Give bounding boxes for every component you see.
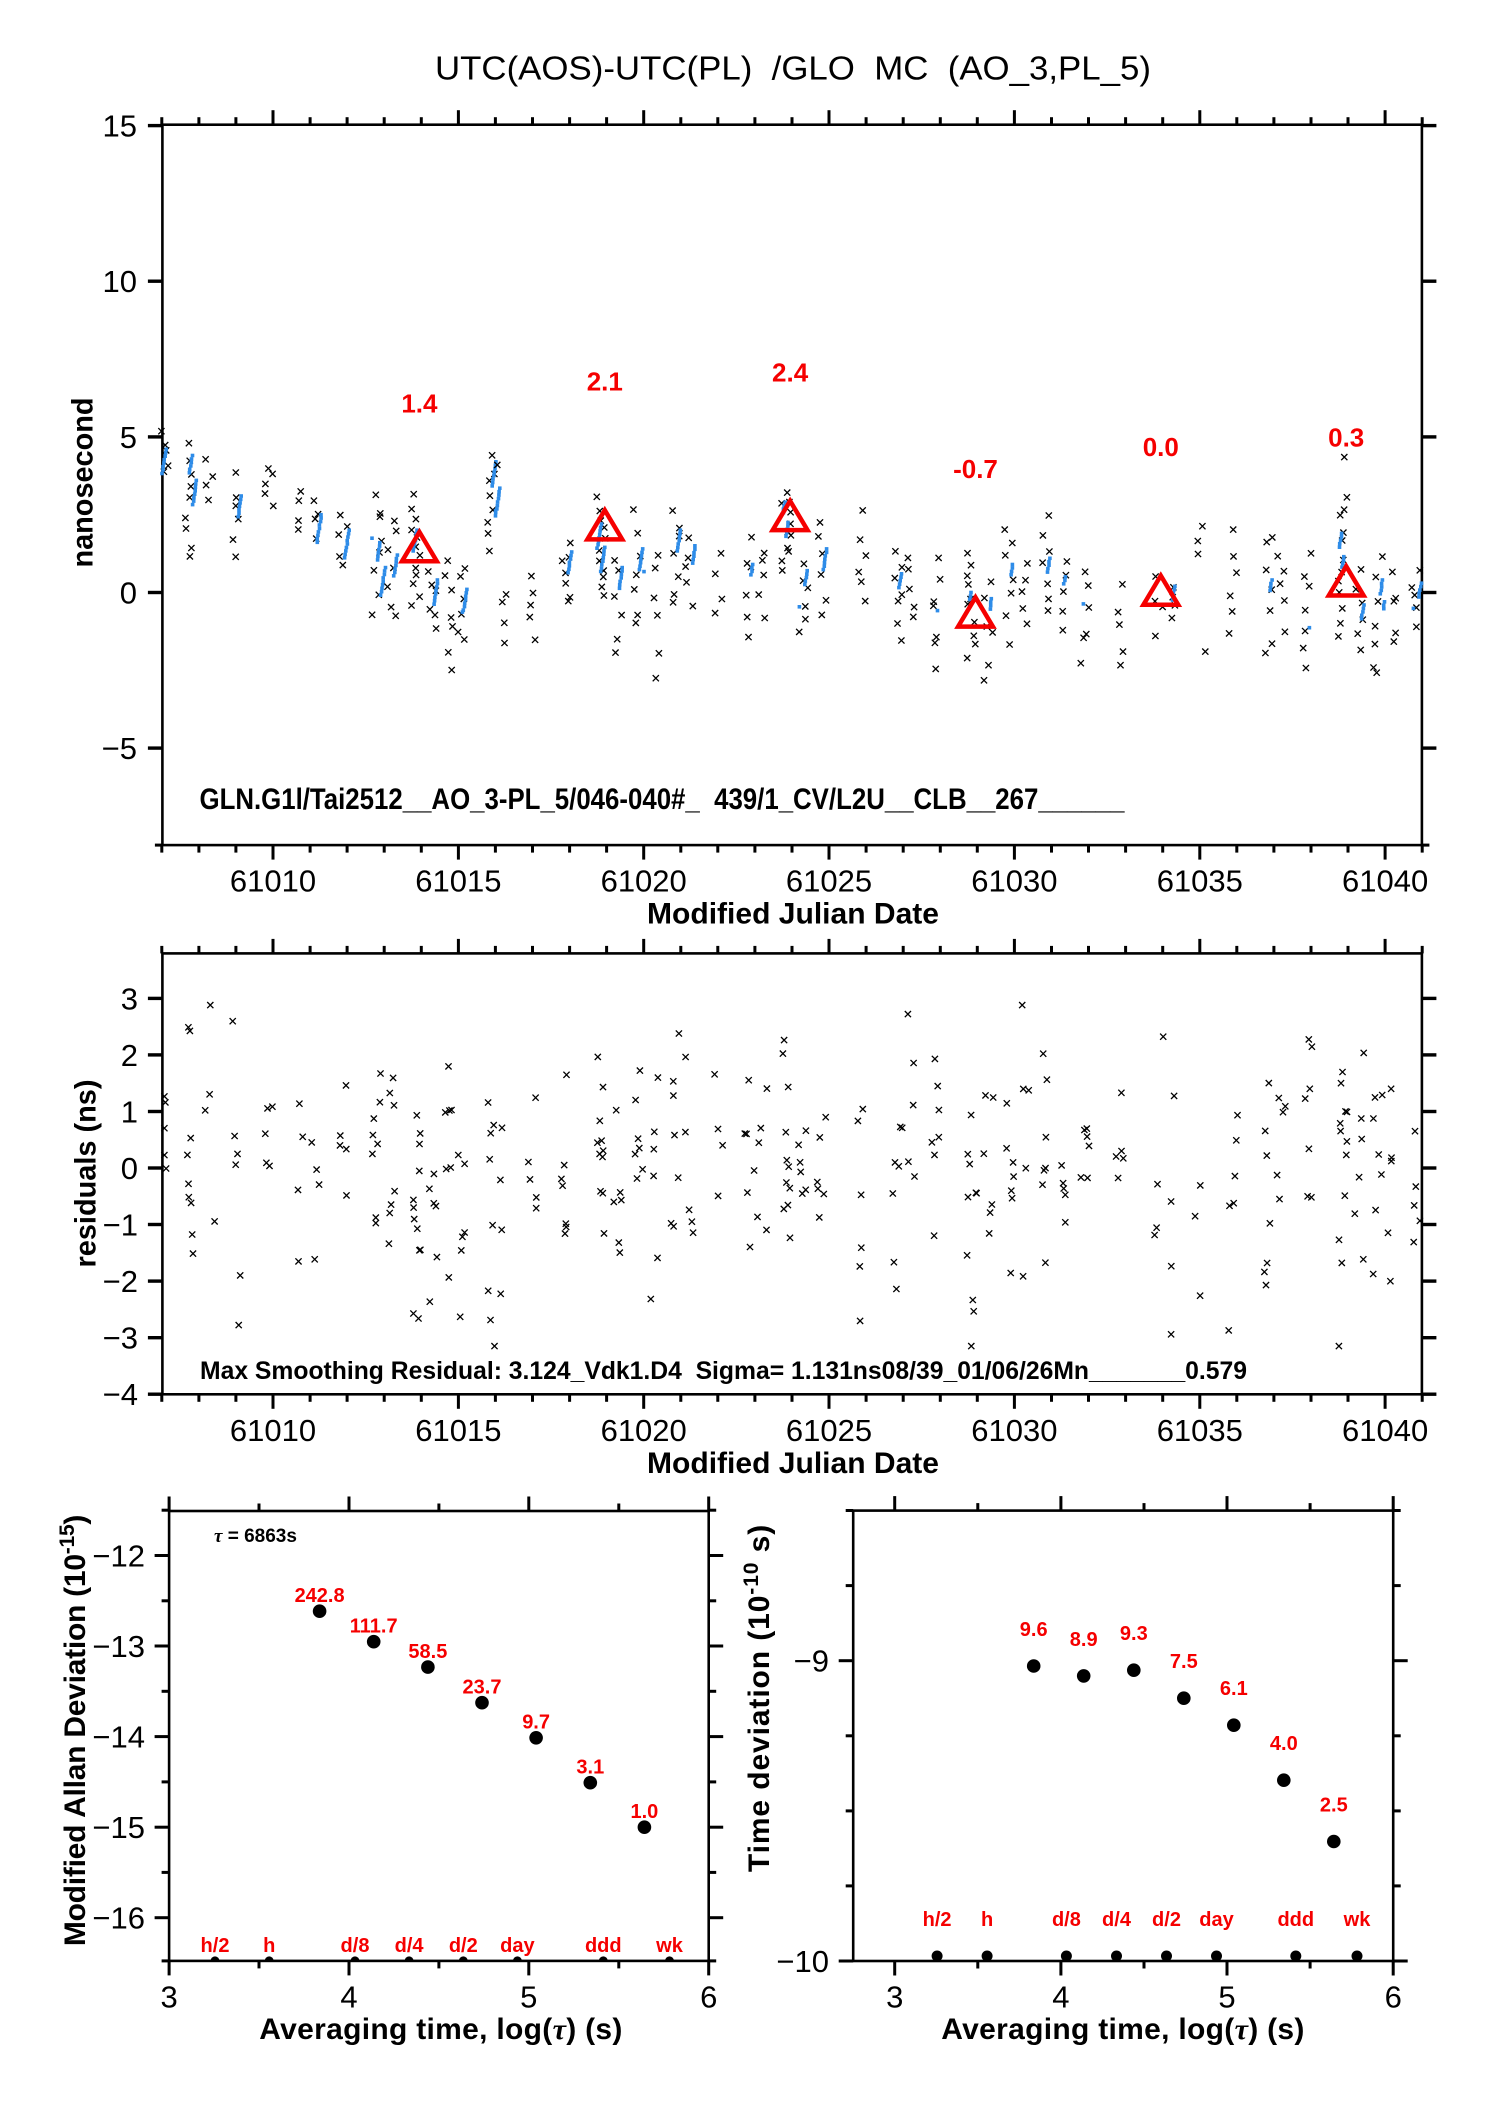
svg-text:Time deviation (10-10 s): Time deviation (10-10 s) <box>740 1524 776 1872</box>
svg-text:2.1: 2.1 <box>587 367 623 397</box>
svg-text:10: 10 <box>103 264 137 299</box>
svg-text:d/8: d/8 <box>1052 1909 1081 1931</box>
svg-text:−3: −3 <box>103 1321 138 1356</box>
svg-text:h/2: h/2 <box>923 1909 952 1931</box>
svg-text:wk: wk <box>1343 1909 1372 1931</box>
svg-text:61025: 61025 <box>786 864 872 899</box>
svg-text:−12: −12 <box>92 1539 145 1574</box>
svg-text:d/2: d/2 <box>1152 1909 1181 1931</box>
svg-text:Modified Julian Date: Modified Julian Date <box>647 1447 939 1480</box>
svg-text:day: day <box>1199 1909 1234 1931</box>
svg-text:−5: −5 <box>102 731 137 766</box>
svg-text:5: 5 <box>520 1980 537 2015</box>
svg-text:−15: −15 <box>92 1810 145 1845</box>
svg-text:61030: 61030 <box>971 864 1057 899</box>
svg-text:day: day <box>500 1935 535 1957</box>
svg-text:d/2: d/2 <box>449 1935 478 1957</box>
svg-text:15: 15 <box>103 109 137 144</box>
svg-text:2.4: 2.4 <box>772 357 809 387</box>
svg-text:residuals (ns): residuals (ns) <box>70 1080 103 1268</box>
svg-text:UTC(AOS)-UTC(PL) /GLO MC (A: UTC(AOS)-UTC(PL) /GLO MC (AO_3,PL_5) <box>435 50 1151 87</box>
svg-text:h/2: h/2 <box>201 1935 230 1957</box>
svg-text:61035: 61035 <box>1157 1413 1243 1448</box>
svg-text:111.7: 111.7 <box>350 1616 398 1638</box>
svg-text:61020: 61020 <box>601 1413 687 1448</box>
svg-text:1: 1 <box>121 1095 138 1130</box>
svg-text:3.1: 3.1 <box>576 1757 604 1779</box>
svg-text:−13: −13 <box>92 1629 145 1664</box>
svg-text:61010: 61010 <box>230 864 316 899</box>
svg-text:242.8: 242.8 <box>295 1585 345 1607</box>
svg-text:61040: 61040 <box>1342 1413 1428 1448</box>
svg-text:0: 0 <box>121 1151 138 1186</box>
svg-text:61035: 61035 <box>1157 864 1243 899</box>
svg-text:Modified Julian Date: Modified Julian Date <box>647 898 939 931</box>
svg-text:8.9: 8.9 <box>1070 1629 1098 1651</box>
svg-text:6: 6 <box>1385 1980 1402 2015</box>
svg-text:4.0: 4.0 <box>1270 1733 1298 1755</box>
svg-text:61010: 61010 <box>230 1413 316 1448</box>
svg-text:61020: 61020 <box>601 864 687 899</box>
svg-text:−9: −9 <box>794 1644 829 1679</box>
svg-text:9.3: 9.3 <box>1120 1623 1148 1645</box>
svg-text:−1: −1 <box>103 1208 138 1243</box>
svg-text:-0.7: -0.7 <box>953 454 998 484</box>
svg-text:h: h <box>263 1935 275 1957</box>
svg-text:d/4: d/4 <box>395 1935 425 1957</box>
svg-text:2.5: 2.5 <box>1320 1795 1348 1817</box>
svg-text:61040: 61040 <box>1342 864 1428 899</box>
svg-text:61030: 61030 <box>971 1413 1057 1448</box>
svg-text:3: 3 <box>160 1980 177 2015</box>
svg-text:GLN.G1l/Tai2512__AO_3-PL_5/046: GLN.G1l/Tai2512__AO_3-PL_5/046-040#_ 439… <box>200 783 1125 816</box>
svg-text:61015: 61015 <box>415 1413 501 1448</box>
svg-text:6.1: 6.1 <box>1220 1678 1248 1700</box>
svg-text:wk: wk <box>655 1935 684 1957</box>
svg-text:7.5: 7.5 <box>1170 1651 1198 1673</box>
svg-text:−4: −4 <box>103 1377 138 1412</box>
svg-text:5: 5 <box>1218 1980 1235 2015</box>
svg-text:nanosecond: nanosecond <box>67 398 100 568</box>
svg-text:3: 3 <box>886 1980 903 2015</box>
svg-text:9.7: 9.7 <box>522 1712 550 1734</box>
svg-text:23.7: 23.7 <box>463 1677 502 1699</box>
svg-text:0: 0 <box>120 576 137 611</box>
svg-text:−2: −2 <box>103 1264 138 1299</box>
svg-text:d/8: d/8 <box>341 1935 370 1957</box>
svg-text:1.0: 1.0 <box>630 1801 658 1823</box>
svg-text:Modified Allan Deviation (10-1: Modified Allan Deviation (10-15) <box>56 1515 92 1946</box>
svg-text:61015: 61015 <box>415 864 501 899</box>
svg-text:ddd: ddd <box>1277 1909 1314 1931</box>
svg-text:τ = 6863s: τ = 6863s <box>214 1526 297 1547</box>
svg-text:1.4: 1.4 <box>401 388 438 418</box>
svg-text:0.3: 0.3 <box>1328 423 1364 453</box>
svg-text:−16: −16 <box>92 1901 145 1936</box>
svg-text:4: 4 <box>1052 1980 1069 2015</box>
svg-text:−14: −14 <box>92 1720 145 1755</box>
svg-text:61025: 61025 <box>786 1413 872 1448</box>
svg-text:Averaging time, log(τ) (s): Averaging time, log(τ) (s) <box>941 2013 1304 2046</box>
svg-text:0.0: 0.0 <box>1143 432 1179 462</box>
svg-text:4: 4 <box>340 1980 357 2015</box>
svg-text:d/4: d/4 <box>1102 1909 1132 1931</box>
svg-text:Max Smoothing Residual: 3.124_: Max Smoothing Residual: 3.124_Vdk1.D4 Si… <box>200 1357 1247 1385</box>
svg-text:2: 2 <box>121 1038 138 1073</box>
svg-text:5: 5 <box>120 420 137 455</box>
svg-text:ddd: ddd <box>585 1935 622 1957</box>
svg-text:Averaging time, log(τ) (s): Averaging time, log(τ) (s) <box>259 2013 622 2046</box>
svg-text:9.6: 9.6 <box>1020 1619 1048 1641</box>
svg-text:58.5: 58.5 <box>408 1641 447 1663</box>
svg-text:h: h <box>981 1909 993 1931</box>
svg-text:3: 3 <box>121 981 138 1016</box>
svg-text:6: 6 <box>700 1980 717 2015</box>
svg-text:−10: −10 <box>776 1944 829 1979</box>
